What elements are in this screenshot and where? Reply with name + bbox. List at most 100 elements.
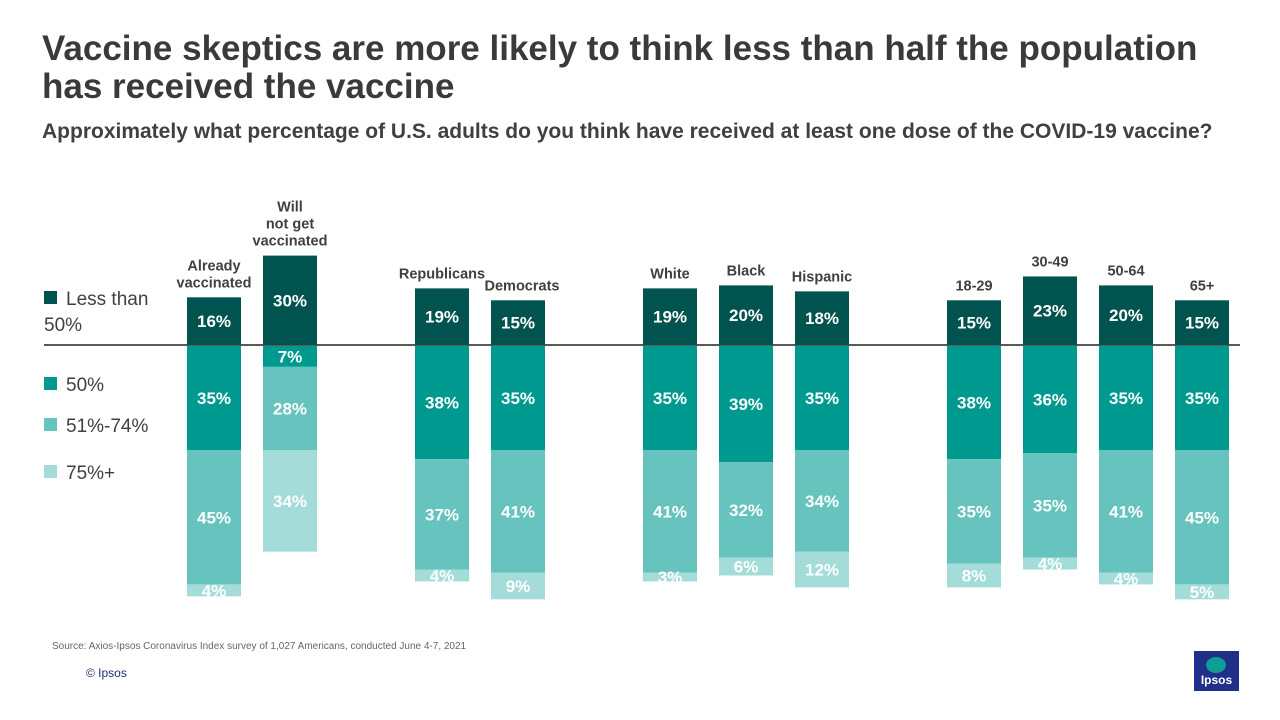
data-label: 8% [962, 566, 987, 585]
legend-item-75-plus: 75%+ [44, 461, 115, 487]
bar-segment-75-plus [1023, 557, 1077, 570]
category-label: not get [266, 217, 314, 233]
legend-item-51-74: 51%-74% [44, 414, 148, 440]
data-label: 18% [805, 309, 839, 328]
data-label: 37% [425, 505, 459, 524]
bar-segment-50 [795, 346, 849, 451]
bar-segment-75-plus [1099, 572, 1153, 585]
bar-segment-51-74 [1175, 450, 1229, 585]
bar-segment-50 [1175, 346, 1229, 451]
bar-segment-51-74 [263, 366, 317, 451]
data-label: 15% [1185, 314, 1219, 333]
data-label: 36% [1033, 391, 1067, 410]
category-label: 50-64 [1107, 263, 1144, 279]
category-label: Black [727, 263, 767, 279]
legend-item-50: 50% [44, 373, 104, 399]
bar-segment-51-74 [415, 459, 469, 570]
legend-item-less-than-50: Less than 50% [44, 287, 174, 339]
bar-segment-50 [1099, 346, 1153, 451]
data-label: 4% [202, 581, 227, 600]
bar-segment-50 [491, 346, 545, 451]
bar-segment-less-than-50 [1175, 300, 1229, 345]
category-label: Democrats [485, 278, 560, 294]
data-label: 5% [1190, 583, 1215, 602]
category-label: Already [187, 258, 240, 274]
data-label: 41% [1109, 502, 1143, 521]
data-label: 30% [273, 291, 307, 310]
data-label: 35% [501, 389, 535, 408]
bar-segment-less-than-50 [187, 297, 241, 345]
bar-segment-50 [719, 346, 773, 463]
bar-segment-less-than-50 [643, 288, 697, 345]
chart-subtitle: Approximately what percentage of U.S. ad… [42, 120, 1213, 143]
category-label: Republicans [399, 266, 485, 282]
chart-title: Vaccine skeptics are more likely to thin… [42, 29, 1198, 106]
data-label: 23% [1033, 302, 1067, 321]
bar-segment-51-74 [1099, 450, 1153, 573]
source-note: Source: Axios-Ipsos Coronavirus Index su… [52, 641, 467, 652]
data-label: 35% [1109, 389, 1143, 408]
data-label: 34% [805, 492, 839, 511]
logo-bubble-icon [1206, 657, 1226, 673]
legend-label: Less than 50% [44, 289, 149, 336]
bar-segment-less-than-50 [795, 291, 849, 345]
data-label: 35% [197, 389, 231, 408]
bar-segment-75-plus [795, 551, 849, 588]
bar-segment-less-than-50 [1023, 276, 1077, 345]
bar-segment-50 [947, 346, 1001, 460]
category-label: Hispanic [792, 269, 852, 285]
data-label: 35% [1033, 496, 1067, 515]
bar-segment-51-74 [947, 459, 1001, 564]
data-label: 28% [273, 400, 307, 419]
data-label: 45% [1185, 508, 1219, 527]
data-label: 20% [1109, 306, 1143, 325]
bar-segment-50 [263, 346, 317, 367]
category-label: vaccinated [177, 275, 252, 291]
bar-segment-75-plus [491, 572, 545, 600]
data-label: 41% [501, 502, 535, 521]
data-label: 34% [273, 492, 307, 511]
bar-segment-75-plus [415, 569, 469, 582]
logo-text: Ipsos [1200, 673, 1233, 687]
bar-segment-less-than-50 [263, 255, 317, 345]
data-label: 19% [425, 308, 459, 327]
legend-swatch-less-than-50 [44, 291, 57, 304]
bar-segment-50 [643, 346, 697, 451]
data-label: 38% [957, 394, 991, 413]
data-label: 35% [957, 502, 991, 521]
bar-segment-75-plus [947, 563, 1001, 588]
bar-segment-51-74 [795, 450, 849, 552]
bar-segment-75-plus [643, 572, 697, 582]
bar-segment-50 [1023, 346, 1077, 454]
data-label: 35% [653, 389, 687, 408]
data-label: 41% [653, 502, 687, 521]
category-label: 18-29 [955, 278, 992, 294]
bar-segment-75-plus [719, 557, 773, 576]
bar-segment-50 [187, 346, 241, 451]
data-label: 7% [278, 347, 303, 366]
bar-segment-75-plus [263, 450, 317, 552]
category-label: White [650, 266, 689, 282]
bar-segment-75-plus [1175, 584, 1229, 600]
legend-label: 51%-74% [66, 416, 149, 437]
data-label: 16% [197, 312, 231, 331]
data-label: 15% [957, 314, 991, 333]
data-label: 20% [729, 306, 763, 325]
bar-segment-less-than-50 [719, 285, 773, 345]
data-label: 35% [805, 389, 839, 408]
data-label: 38% [425, 394, 459, 413]
data-label: 4% [1038, 555, 1063, 574]
copyright: © Ipsos [86, 666, 127, 680]
data-label: 9% [506, 577, 531, 596]
bar-segment-51-74 [187, 450, 241, 585]
legend-label: 75%+ [66, 463, 116, 484]
bar-segment-51-74 [643, 450, 697, 573]
bar-segment-50 [415, 346, 469, 460]
legend-swatch-51-74 [44, 418, 57, 431]
legend-swatch-75-plus [44, 465, 57, 478]
bar-segment-less-than-50 [947, 300, 1001, 345]
data-label: 3% [658, 568, 683, 587]
bar-segment-51-74 [491, 450, 545, 573]
data-label: 12% [805, 561, 839, 580]
